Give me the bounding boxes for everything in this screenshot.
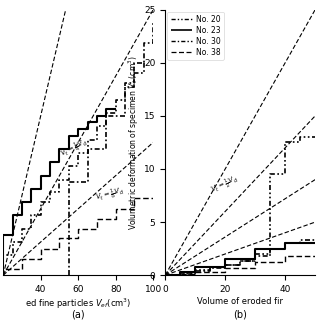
X-axis label: Volume of eroded fir: Volume of eroded fir xyxy=(197,297,283,306)
X-axis label: ed fine particles $V_{ef}$(cm$^3$): ed fine particles $V_{ef}$(cm$^3$) xyxy=(25,297,132,311)
Y-axis label: Volumetric deformation of specimen $V_t$ (cm$^3$): Volumetric deformation of specimen $V_t$… xyxy=(127,55,141,230)
Text: $V_t=\frac{1}{2}V_d$: $V_t=\frac{1}{2}V_d$ xyxy=(209,172,242,198)
Legend: No. 20, No. 23, No. 30, No. 38: No. 20, No. 23, No. 30, No. 38 xyxy=(167,12,224,60)
Text: (b): (b) xyxy=(233,310,247,320)
Text: $V_t=\frac{1}{8}V_d$: $V_t=\frac{1}{8}V_d$ xyxy=(94,185,126,206)
Text: (a): (a) xyxy=(71,310,85,320)
Text: $V_t=\frac{1}{4}V_d$: $V_t=\frac{1}{4}V_d$ xyxy=(58,136,91,162)
